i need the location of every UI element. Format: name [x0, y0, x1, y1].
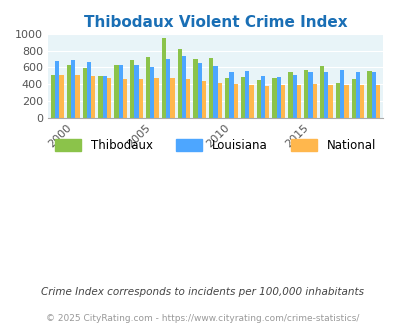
- Bar: [98, 76, 102, 118]
- Bar: [107, 78, 111, 118]
- Bar: [355, 72, 359, 118]
- Bar: [118, 64, 122, 118]
- Bar: [130, 60, 134, 118]
- Bar: [371, 72, 375, 118]
- Bar: [339, 70, 343, 118]
- Bar: [217, 83, 222, 118]
- Bar: [240, 78, 245, 118]
- Bar: [224, 78, 229, 118]
- Bar: [60, 75, 64, 118]
- Bar: [296, 85, 301, 118]
- Bar: [185, 79, 190, 118]
- Bar: [193, 59, 197, 118]
- Bar: [71, 60, 75, 118]
- Bar: [134, 64, 138, 118]
- Bar: [66, 64, 71, 118]
- Bar: [150, 67, 154, 118]
- Bar: [161, 38, 166, 118]
- Bar: [181, 56, 185, 118]
- Bar: [359, 85, 364, 118]
- Bar: [312, 84, 316, 118]
- Bar: [82, 68, 87, 118]
- Bar: [75, 75, 79, 118]
- Bar: [197, 63, 201, 118]
- Bar: [264, 86, 269, 118]
- Bar: [55, 61, 60, 118]
- Bar: [260, 76, 264, 118]
- Bar: [328, 84, 332, 118]
- Bar: [288, 73, 292, 118]
- Bar: [138, 79, 143, 118]
- Legend: Thibodaux, Louisiana, National: Thibodaux, Louisiana, National: [51, 135, 379, 157]
- Bar: [209, 58, 213, 118]
- Bar: [292, 75, 296, 118]
- Bar: [256, 81, 260, 118]
- Bar: [343, 85, 348, 118]
- Bar: [166, 59, 170, 118]
- Bar: [276, 78, 280, 118]
- Bar: [272, 78, 276, 118]
- Bar: [351, 79, 355, 118]
- Bar: [375, 85, 379, 118]
- Bar: [233, 84, 237, 118]
- Title: Thibodaux Violent Crime Index: Thibodaux Violent Crime Index: [83, 15, 347, 30]
- Bar: [335, 83, 339, 118]
- Bar: [91, 76, 95, 118]
- Bar: [367, 71, 371, 118]
- Bar: [122, 79, 127, 118]
- Bar: [177, 49, 181, 118]
- Bar: [170, 78, 174, 118]
- Text: Crime Index corresponds to incidents per 100,000 inhabitants: Crime Index corresponds to incidents per…: [41, 287, 364, 297]
- Bar: [154, 78, 158, 118]
- Bar: [308, 72, 312, 118]
- Bar: [229, 72, 233, 118]
- Bar: [213, 66, 217, 118]
- Bar: [280, 85, 285, 118]
- Bar: [324, 72, 328, 118]
- Bar: [87, 62, 91, 118]
- Bar: [245, 71, 249, 118]
- Bar: [201, 81, 206, 118]
- Bar: [249, 84, 253, 118]
- Bar: [114, 64, 118, 118]
- Bar: [145, 56, 150, 118]
- Bar: [102, 76, 107, 118]
- Bar: [51, 75, 55, 118]
- Bar: [303, 70, 308, 118]
- Bar: [319, 66, 324, 118]
- Text: © 2025 CityRating.com - https://www.cityrating.com/crime-statistics/: © 2025 CityRating.com - https://www.city…: [46, 314, 359, 323]
